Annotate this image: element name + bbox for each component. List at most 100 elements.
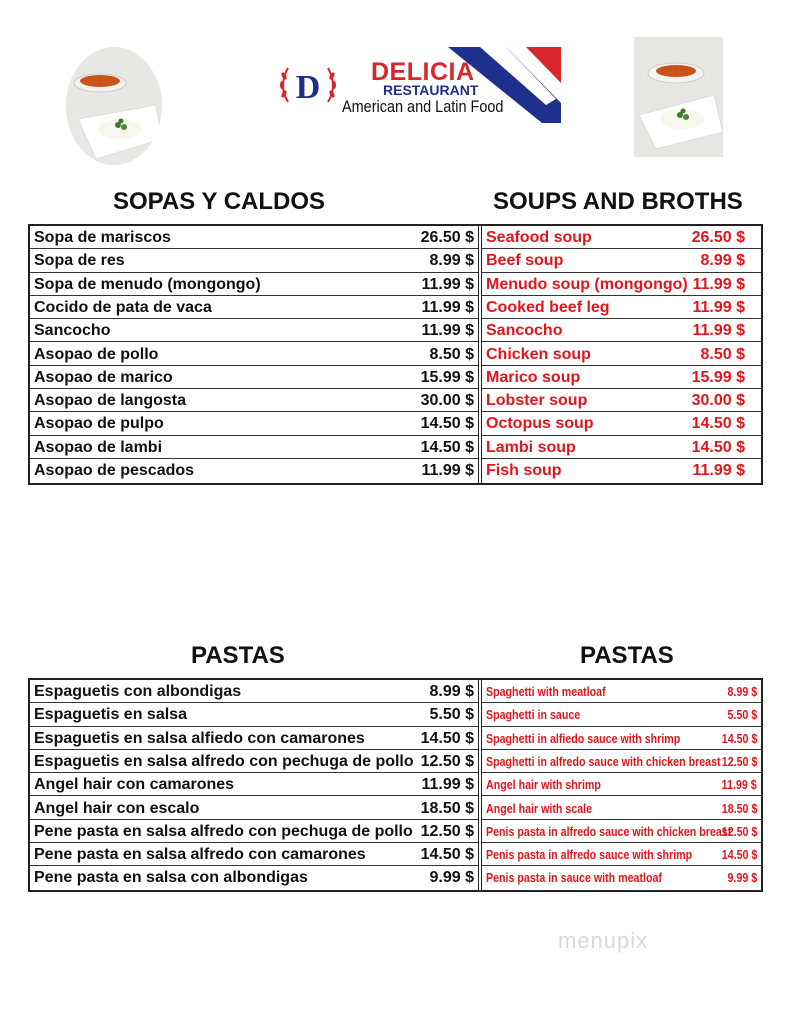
- menu-row: Lobster soup 30.00 $: [482, 389, 761, 413]
- item-price: 11.99 $: [692, 322, 746, 340]
- pastas-english-column: Spaghetti with meatloaf 8.99 $ Spaghetti i…: [482, 680, 761, 890]
- item-price: 30.00 $: [691, 392, 745, 410]
- item-price: 14.50 $: [721, 730, 757, 746]
- soups-spanish-column: Sopa de mariscos 26.50 $ Sopa de res 8.99 $…: [30, 226, 478, 483]
- item-price: 11.99 $: [421, 298, 475, 316]
- item-price: 15.99 $: [691, 368, 745, 386]
- menu-row: Spaghetti in alfredo sauce with chicken …: [482, 750, 761, 774]
- item-price: 9.99 $: [429, 869, 474, 887]
- flag-swoosh: [448, 47, 561, 123]
- menu-row: Spaghetti with meatloaf 8.99 $: [482, 680, 761, 704]
- soups-english-column: Seafood soup 26.50 $ Beef soup 8.99 $ Menudo…: [482, 226, 761, 483]
- column-divider: [478, 680, 482, 890]
- menu-row: Fish soup 11.99 $: [482, 459, 761, 482]
- item-price: 15.99 $: [420, 368, 474, 386]
- item-name: Pene pasta en salsa alfredo con camarone…: [34, 846, 366, 864]
- menu-row: Angel hair with scale 18.50 $: [482, 797, 761, 820]
- item-name: Angel hair con camarones: [34, 776, 235, 794]
- item-price: 14.50 $: [691, 438, 745, 456]
- item-price: 8.50 $: [700, 345, 745, 363]
- item-name: Angel hair con escalo: [34, 799, 200, 817]
- menu-row: Penis pasta in alfredo sauce with shrimp…: [482, 843, 761, 867]
- item-name: Sancocho: [486, 322, 563, 340]
- item-name: Sopa de menudo (mongongo): [34, 275, 261, 293]
- menu-row: Asopao de pulpo 14.50 $: [30, 412, 478, 436]
- menu-row: Espaguetis con albondigas 8.99 $: [30, 680, 478, 704]
- item-name: Menudo soup (mongongo): [486, 275, 688, 293]
- brand-logo: D: [276, 58, 340, 112]
- item-price: 12.50 $: [420, 752, 474, 770]
- menu-row: Sopa de menudo (mongongo) 11.99 $: [30, 273, 478, 296]
- item-price: 8.99 $: [429, 252, 474, 270]
- item-price: 11.99 $: [421, 462, 475, 479]
- item-name: Pene pasta en salsa con albondigas: [34, 869, 308, 887]
- soups-heading-es: SOPAS Y CALDOS: [113, 188, 326, 215]
- item-name: Asopao de marico: [34, 368, 173, 386]
- menu-row: Asopao de lambi 14.50 $: [30, 436, 478, 459]
- menu-row: Pene pasta en salsa alfredo con pechuga …: [30, 820, 478, 844]
- item-name: Asopao de langosta: [34, 392, 187, 410]
- item-price: 12.50 $: [721, 753, 757, 769]
- brand-logo-letter: D: [296, 69, 321, 106]
- brand-name: DELICIA: [371, 58, 475, 86]
- item-price: 11.99 $: [692, 298, 746, 316]
- menu-row: Octopus soup 14.50 $: [482, 412, 761, 436]
- watermark: menupix: [558, 928, 649, 953]
- item-name: Cooked beef leg: [486, 298, 610, 316]
- pastas-heading-en: PASTAS: [580, 642, 674, 669]
- item-name: Penis pasta in sauce with meatloaf: [486, 870, 662, 886]
- brand-subtitle: RESTAURANT: [383, 82, 479, 98]
- item-price: 8.99 $: [700, 252, 745, 270]
- item-price: 8.99 $: [429, 683, 474, 700]
- pastas-heading-es: PASTAS: [191, 642, 285, 669]
- item-name: Cocido de pata de vaca: [34, 298, 212, 316]
- item-name: Sopa de mariscos: [34, 229, 171, 246]
- pastas-spanish-column: Espaguetis con albondigas 8.99 $ Espagueti…: [30, 680, 478, 890]
- item-price: 18.50 $: [420, 799, 474, 817]
- item-price: 11.99 $: [692, 275, 746, 293]
- menu-row: Asopao de marico 15.99 $: [30, 366, 478, 390]
- menu-row: Seafood soup 26.50 $: [482, 226, 761, 250]
- item-name: Penis pasta in alfredo sauce with chicke…: [486, 823, 732, 839]
- item-price: 18.50 $: [721, 800, 757, 816]
- item-price: 14.50 $: [691, 415, 745, 433]
- menu-row: Sopa de res 8.99 $: [30, 249, 478, 273]
- menu-row: Espaguetis en salsa alfredo con pechuga …: [30, 750, 478, 774]
- item-price: 5.50 $: [727, 707, 757, 723]
- soup-photo-left: [66, 47, 162, 165]
- item-price: 30.00 $: [420, 392, 474, 410]
- item-name: Spaghetti in sauce: [486, 707, 581, 723]
- item-price: 12.50 $: [721, 823, 757, 839]
- pastas-table: Espaguetis con albondigas 8.99 $ Espagueti…: [28, 678, 763, 892]
- menu-row: Cocido de pata de vaca 11.99 $: [30, 296, 478, 320]
- menu-row: Cooked beef leg 11.99 $: [482, 296, 761, 320]
- menu-row: Spaghetti in alfiedo sauce with shrimp 14…: [482, 727, 761, 750]
- menu-row: Angel hair con escalo 18.50 $: [30, 797, 478, 820]
- item-price: 11.99 $: [421, 322, 475, 340]
- item-name: Fish soup: [486, 462, 562, 479]
- item-name: Lambi soup: [486, 438, 576, 456]
- item-name: Beef soup: [486, 252, 564, 270]
- item-name: Espaguetis con albondigas: [34, 683, 242, 700]
- item-price: 12.50 $: [420, 822, 474, 840]
- menu-row: Lambi soup 14.50 $: [482, 436, 761, 459]
- item-price: 26.50 $: [691, 229, 745, 246]
- menu-row: Beef soup 8.99 $: [482, 249, 761, 273]
- item-name: Sopa de res: [34, 252, 125, 270]
- menu-row: Asopao de pescados 11.99 $: [30, 459, 478, 482]
- menu-row: Angel hair con camarones 11.99 $: [30, 773, 478, 797]
- item-price: 11.99 $: [722, 777, 757, 793]
- soup-photo-right: [634, 37, 723, 157]
- item-price: 11.99 $: [692, 462, 746, 479]
- menu-row: Menudo soup (mongongo) 11.99 $: [482, 273, 761, 296]
- menu-row: Pene pasta en salsa con albondigas 9.99 $: [30, 866, 478, 889]
- soups-table: Sopa de mariscos 26.50 $ Sopa de res 8.99 $…: [28, 224, 763, 485]
- item-name: Pene pasta en salsa alfredo con pechuga …: [34, 822, 413, 840]
- menu-row: Pene pasta en salsa alfredo con camarone…: [30, 843, 478, 867]
- item-name: Asopao de pulpo: [34, 415, 164, 433]
- item-name: Asopao de pollo: [34, 345, 159, 363]
- menu-row: Sancocho 11.99 $: [30, 319, 478, 343]
- item-price: 14.50 $: [420, 729, 474, 747]
- menu-row: Penis pasta in sauce with meatloaf 9.99 $: [482, 866, 761, 889]
- column-divider: [478, 226, 482, 483]
